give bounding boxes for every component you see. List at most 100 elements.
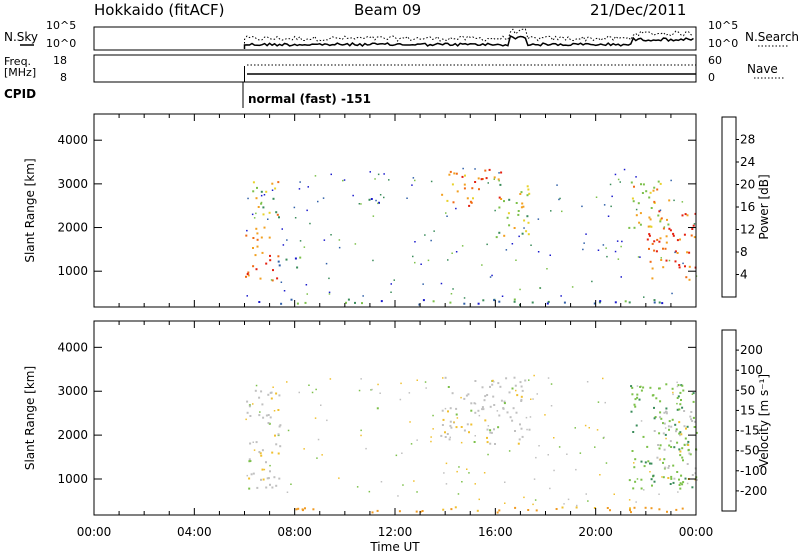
echo-region (252, 181, 280, 219)
echo-cell (513, 227, 516, 229)
echo-cell (502, 407, 505, 410)
colorbar-tick-label: 100 (740, 363, 763, 377)
echo-cell (252, 472, 255, 475)
echo-cell (676, 252, 679, 254)
echo-cell (681, 507, 684, 510)
echo-dot (640, 385, 642, 388)
echo-cell (674, 250, 677, 253)
echo-dot (681, 201, 684, 203)
echo-cell (668, 444, 671, 447)
echo-cell (654, 416, 657, 418)
echo-cell (692, 400, 695, 403)
echo-cell (632, 200, 635, 203)
echo-dot (328, 277, 330, 280)
echo-dot (411, 184, 413, 186)
echo-dot (414, 179, 416, 182)
echo-dot (668, 259, 671, 262)
colorbar-tick-label: 50 (740, 383, 755, 397)
echo-cell (679, 391, 682, 394)
echo-cell (486, 394, 489, 396)
echo-dot (253, 217, 256, 219)
echo-cell (464, 174, 466, 177)
echo-cell (500, 399, 503, 402)
echo-cell (593, 507, 596, 509)
echo-dot (342, 179, 344, 182)
echo-dot (483, 472, 486, 474)
echo-cell (276, 213, 279, 216)
echo-cell (682, 459, 684, 462)
echo-cell (681, 447, 684, 450)
echo-dot (533, 374, 535, 377)
echo-dot (362, 295, 364, 297)
power-panel: 1000 2000 3000 4000 Slant Range [km] 4 8 12 16 20… (23, 113, 771, 308)
echo-cell (254, 389, 257, 392)
echo-cell (269, 483, 271, 486)
echo-cell (269, 416, 272, 419)
echo-cell (516, 394, 519, 397)
echo-dot (563, 503, 565, 505)
echo-cell (684, 265, 686, 268)
echo-dot (487, 182, 489, 184)
echo-cell (640, 183, 642, 186)
echo-cell (686, 463, 689, 465)
echo-dot (314, 175, 317, 177)
echo-cell (248, 477, 251, 480)
echo-dot (511, 243, 514, 245)
echo-dot (306, 293, 308, 295)
echo-cell (486, 436, 488, 439)
echo-cell (653, 200, 656, 203)
echo-cell (254, 254, 257, 257)
sparse-echoes (245, 374, 696, 507)
echo-dot (602, 377, 604, 380)
echo-cell (658, 210, 661, 213)
echo-dot (536, 393, 538, 395)
echo-cell (634, 480, 637, 483)
echo-region (628, 180, 671, 229)
echo-cell (674, 260, 677, 263)
echo-cell (258, 301, 261, 303)
echo-dot (491, 274, 493, 277)
echo-dot (496, 410, 499, 412)
echo-cell (640, 478, 643, 481)
echo-cell (304, 507, 306, 510)
echo-cell (598, 301, 601, 304)
echo-cell (260, 454, 263, 457)
x-tick-label: 04:00 (177, 525, 212, 539)
echo-cell (265, 461, 267, 464)
echo-dot (665, 437, 667, 440)
nsky-trace (243, 35, 694, 49)
echo-cell (277, 260, 280, 263)
echo-cell (370, 198, 373, 200)
echo-region (653, 410, 698, 490)
echo-cell (689, 453, 692, 456)
echo-dot (616, 240, 619, 242)
echo-dot (617, 178, 620, 181)
echo-cell (695, 431, 698, 434)
echo-cell (681, 384, 684, 387)
echo-cell (267, 422, 270, 424)
echo-dot (408, 392, 411, 394)
echo-cell (670, 446, 673, 448)
echo-cell (255, 227, 258, 230)
echo-cell (691, 420, 694, 422)
echo-cell (677, 395, 680, 398)
echo-dot (316, 457, 318, 459)
echo-cell (651, 394, 654, 397)
echo-cell (497, 382, 500, 385)
echo-dot (546, 268, 548, 270)
top-panels (20, 26, 788, 108)
echo-cell (633, 506, 636, 509)
echo-dot (299, 240, 302, 242)
echo-dot (633, 462, 635, 464)
echo-dot (538, 445, 540, 447)
echo-cell (269, 254, 271, 257)
echo-cell (256, 186, 258, 189)
echo-cell (632, 431, 635, 433)
echo-cell (647, 460, 650, 463)
echo-cell (508, 224, 511, 227)
echo-cell (489, 405, 492, 408)
echo-cell (421, 510, 424, 512)
echo-dot (599, 474, 601, 476)
echo-cell (495, 236, 498, 239)
echo-cell (484, 419, 487, 422)
